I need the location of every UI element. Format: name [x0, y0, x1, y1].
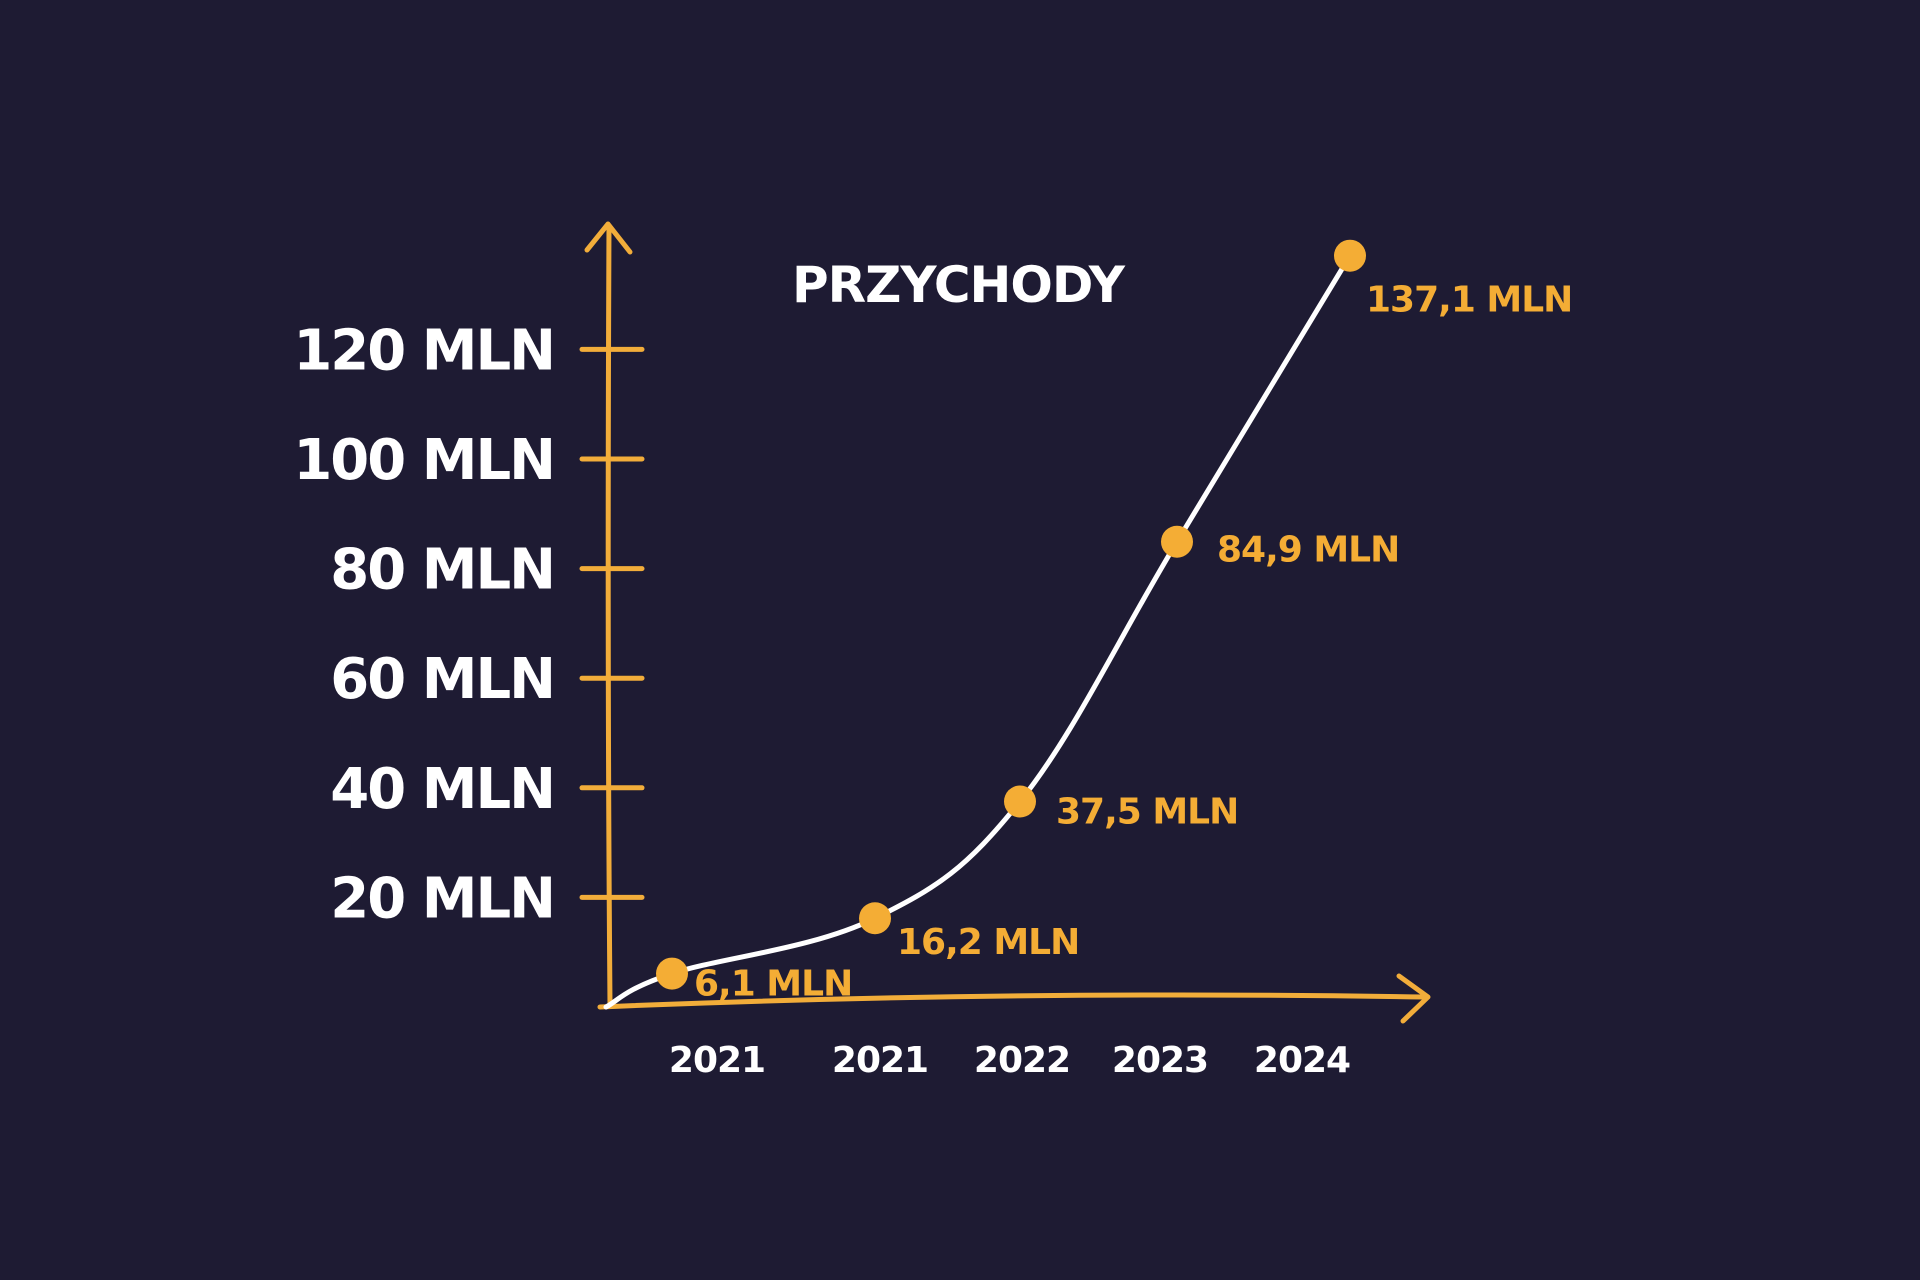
y-axis-line: [605, 224, 613, 1008]
x-tick-label: 2024: [1254, 1040, 1350, 1081]
y-tick-label: 120 MLN: [293, 318, 554, 383]
x-axis-line: [597, 992, 1428, 1010]
x-ticks: 2021 2021 2022 2023 2024: [669, 1040, 1351, 1081]
data-label: 84,9 MLN: [1217, 530, 1399, 571]
y-tick-label: 60 MLN: [330, 647, 554, 712]
series-line: [603, 253, 1353, 1010]
data-label: 6,1 MLN: [694, 964, 852, 1005]
data-labels: 6,1 MLN 16,2 MLN 37,5 MLN 84,9 MLN 137,1 MLN: [694, 280, 1573, 1005]
data-point: [1161, 525, 1193, 558]
x-axis-arrow-icon: [1396, 973, 1431, 1024]
y-axis-arrow-icon: [584, 221, 633, 255]
data-point: [1334, 239, 1366, 272]
data-label: 37,5 MLN: [1056, 792, 1238, 833]
x-tick-label: 2021: [669, 1040, 765, 1081]
y-tick-label: 40 MLN: [330, 757, 554, 822]
axes: [584, 221, 1431, 1024]
y-tick-label: 100 MLN: [293, 428, 554, 493]
chart-title: PRZYCHODY: [792, 256, 1126, 314]
x-tick-label: 2023: [1112, 1040, 1208, 1081]
data-point: [859, 902, 891, 935]
y-tick-label: 20 MLN: [330, 866, 554, 931]
data-points: [656, 239, 1366, 990]
x-tick-label: 2021: [832, 1040, 928, 1081]
y-ticks: 20 MLN 40 MLN 60 MLN 80 MLN 100 MLN 120 MLN: [293, 318, 645, 931]
x-tick-label: 2022: [974, 1040, 1070, 1081]
data-point: [1004, 785, 1036, 818]
data-point: [656, 957, 688, 990]
data-label: 16,2 MLN: [897, 922, 1079, 963]
y-tick-label: 80 MLN: [330, 538, 554, 603]
data-label: 137,1 MLN: [1366, 280, 1572, 321]
